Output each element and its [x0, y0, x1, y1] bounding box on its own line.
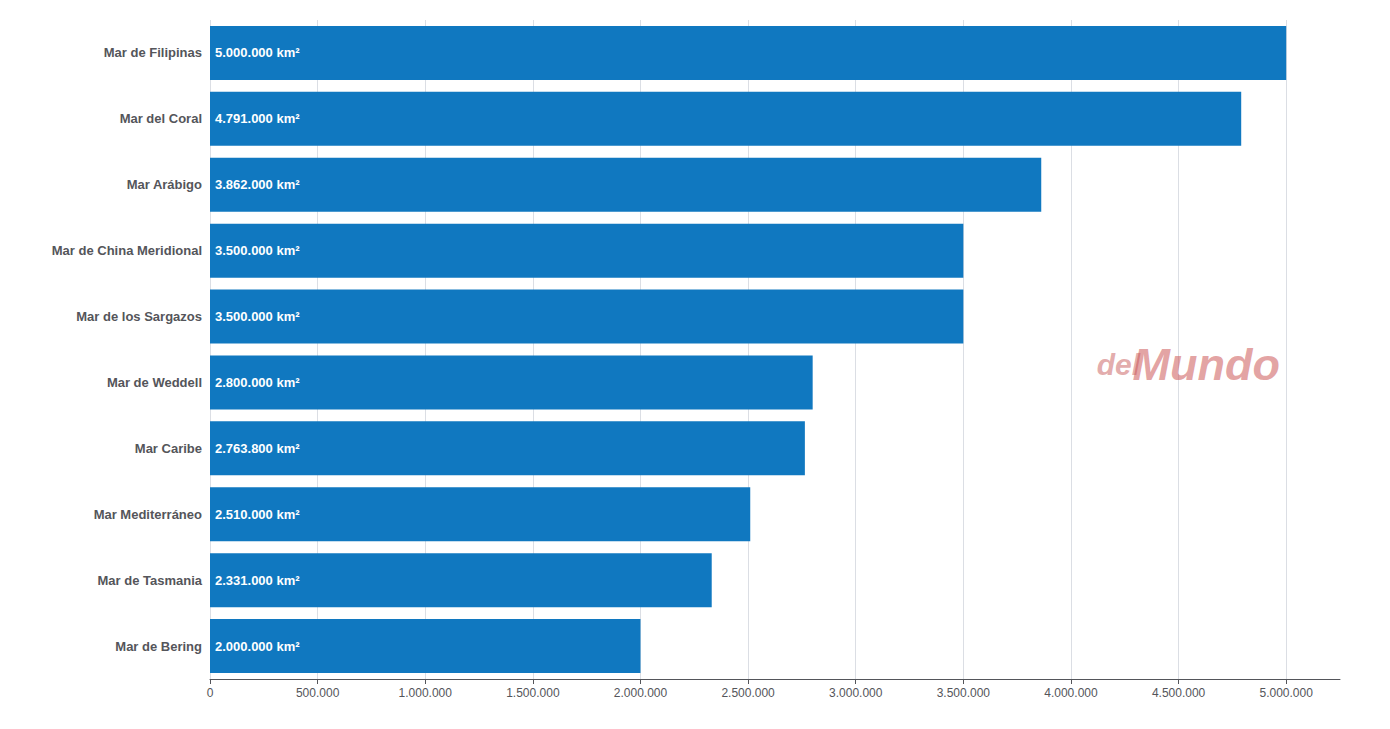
svg-text:1.000.000: 1.000.000	[399, 686, 453, 700]
svg-text:3.500.000 km²: 3.500.000 km²	[215, 309, 300, 324]
svg-text:4.000.000: 4.000.000	[1044, 686, 1098, 700]
svg-text:Mar de Bering: Mar de Bering	[115, 639, 202, 654]
svg-text:4.500.000: 4.500.000	[1152, 686, 1206, 700]
svg-text:3.000.000: 3.000.000	[829, 686, 883, 700]
svg-text:Mar de los Sargazos: Mar de los Sargazos	[76, 309, 202, 324]
svg-text:Mar Mediterráneo: Mar Mediterráneo	[94, 507, 202, 522]
svg-text:3.500.000 km²: 3.500.000 km²	[215, 243, 300, 258]
svg-text:Mar de China Meridional: Mar de China Meridional	[52, 243, 202, 258]
svg-text:4.791.000 km²: 4.791.000 km²	[215, 111, 300, 126]
svg-text:Mar de Weddell: Mar de Weddell	[107, 375, 202, 390]
svg-text:2.510.000 km²: 2.510.000 km²	[215, 507, 300, 522]
svg-text:2.800.000 km²: 2.800.000 km²	[215, 375, 300, 390]
svg-text:0: 0	[207, 686, 214, 700]
svg-text:Mar de Tasmania: Mar de Tasmania	[97, 573, 202, 588]
svg-text:500.000: 500.000	[296, 686, 340, 700]
svg-text:2.000.000: 2.000.000	[614, 686, 668, 700]
svg-text:2.500.000: 2.500.000	[721, 686, 775, 700]
svg-text:3.862.000 km²: 3.862.000 km²	[215, 177, 300, 192]
svg-text:2.331.000 km²: 2.331.000 km²	[215, 573, 300, 588]
svg-text:2.000.000 km²: 2.000.000 km²	[215, 639, 300, 654]
svg-text:Mar de Filipinas: Mar de Filipinas	[104, 45, 202, 60]
svg-text:Mar Caribe: Mar Caribe	[135, 441, 202, 456]
svg-text:5.000.000: 5.000.000	[1259, 686, 1313, 700]
svg-text:3.500.000: 3.500.000	[937, 686, 991, 700]
svg-text:del: del	[1096, 348, 1140, 381]
svg-text:5.000.000 km²: 5.000.000 km²	[215, 45, 300, 60]
svg-text:Mar del Coral: Mar del Coral	[120, 111, 202, 126]
svg-text:Mundo: Mundo	[1133, 339, 1280, 390]
svg-text:1.500.000: 1.500.000	[506, 686, 560, 700]
svg-text:2.763.800 km²: 2.763.800 km²	[215, 441, 300, 456]
svg-text:Mar Arábigo: Mar Arábigo	[127, 177, 202, 192]
